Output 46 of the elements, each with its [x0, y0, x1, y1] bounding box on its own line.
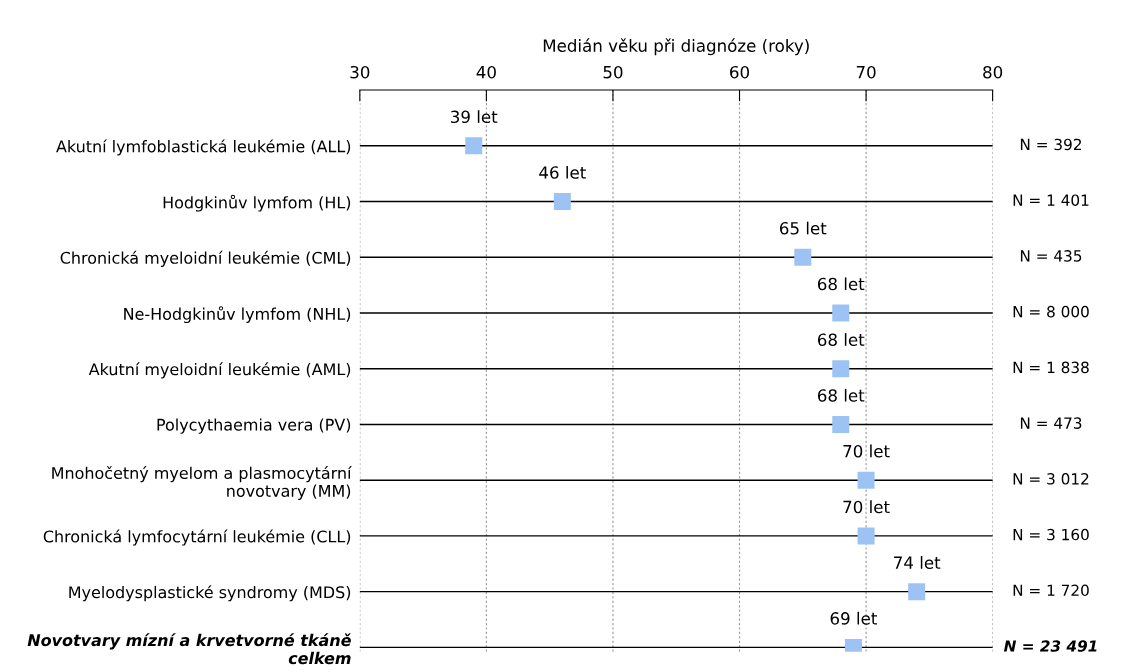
x-tick-label: 30	[350, 65, 370, 79]
text: N = 392	[1020, 138, 1081, 151]
x-axis-title: Medián věku při diagnóze (roky)	[543, 38, 809, 56]
x-tick-label: 40	[476, 65, 496, 79]
data-label: 46 let	[539, 165, 586, 179]
point	[857, 471, 875, 489]
y-tick-label: Akutní lymfoblastická leukémie (ALL)	[56, 139, 351, 156]
y-tick-label: Mnohočetný myelom a plasmocytární novotvary (MM)	[52, 466, 352, 501]
text: N = 1 401	[1013, 194, 1089, 206]
y-tick-label: Hodgkinův lymfom (HL)	[163, 194, 351, 212]
point	[553, 193, 571, 211]
data-label: 68 let	[817, 277, 865, 291]
y-tick-label: Polycythaemia vera (PV)	[157, 418, 351, 434]
x-tick-label: 70	[856, 65, 876, 79]
text: N = 23 491	[1003, 640, 1097, 652]
point	[857, 527, 875, 545]
point	[832, 415, 850, 433]
y-tick-label: Myelodysplastické syndromy (MDS)	[69, 585, 351, 602]
y-tick-label: Akutní myeloidní leukémie (AML)	[88, 362, 351, 379]
text: N = 8 000	[1013, 305, 1089, 318]
data-label: 65 let	[780, 221, 827, 235]
data-label: 68 let	[817, 388, 865, 402]
y-tick-label: Ne-Hodgkinův lymfom (NHL)	[124, 306, 351, 324]
text: N = 3 012	[1013, 473, 1089, 485]
text: N = 1 720	[1013, 584, 1089, 597]
text: N = 1 838	[1013, 361, 1089, 374]
data-label: 70 let	[843, 444, 890, 458]
point	[465, 137, 483, 155]
data-label: 68 let	[817, 333, 865, 347]
data-label: 69 let	[830, 611, 877, 625]
point	[832, 360, 850, 378]
x-tick-label: 50	[603, 65, 623, 79]
point	[908, 583, 926, 601]
text: N = 473	[1020, 417, 1082, 429]
y-tick-label: Novotvary mízní a krvetvorné tkáně celkem	[27, 633, 351, 665]
point	[832, 304, 850, 322]
text: N = 3 160	[1013, 528, 1089, 541]
y-tick-label: Chronická myeloidní leukémie (CML)	[60, 250, 351, 267]
data-label: 74 let	[894, 556, 941, 569]
data-label: 70 let	[843, 500, 890, 514]
data-label: 39 let	[451, 110, 498, 124]
y-tick-label: Chronická lymfocytární leukémie (CLL)	[43, 529, 351, 546]
point	[794, 248, 812, 266]
x-tick-label: 60	[730, 65, 750, 79]
x-tick-label: 80	[983, 65, 1003, 79]
text: N = 435	[1020, 250, 1082, 262]
